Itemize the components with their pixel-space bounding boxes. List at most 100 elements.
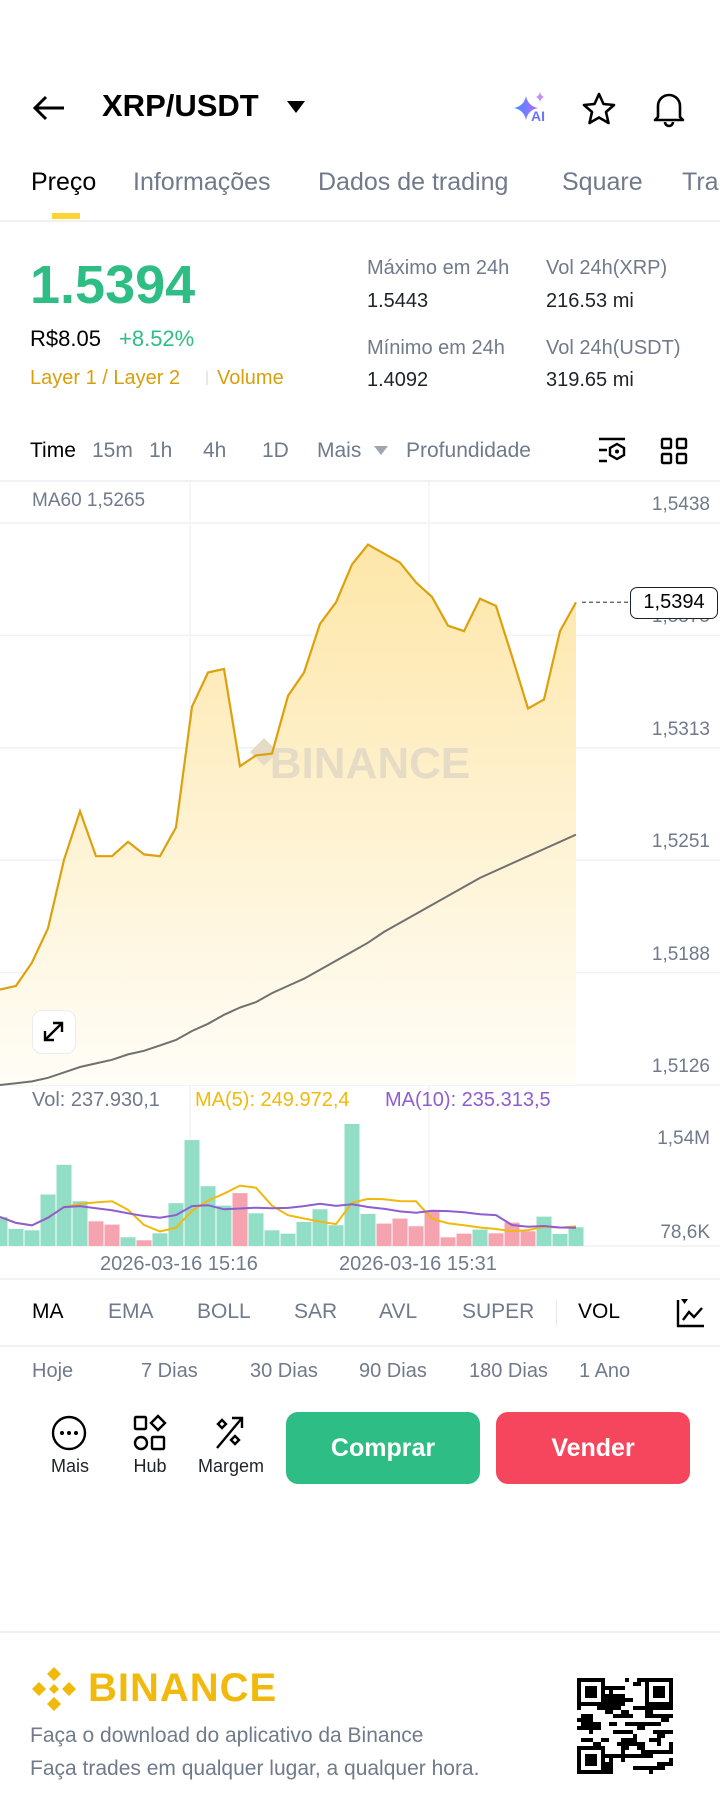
vol-axis-min: 78,6K [660,1222,710,1243]
divider [0,1631,720,1633]
divider [0,1278,720,1280]
volume-bar [536,1216,552,1246]
volume-bar [520,1231,536,1246]
volume-bar [248,1213,264,1246]
volume-bar [456,1233,472,1246]
buy-button[interactable]: Comprar [286,1412,480,1484]
period-today[interactable]: Hoje [32,1360,74,1382]
y-tick: 1,5313 [651,718,710,740]
fiat-price: R$8.05 [30,326,101,351]
divider [0,1345,720,1347]
margin-label[interactable]: Margem [197,1456,264,1476]
binance-logo-icon [32,1667,76,1711]
y-tick: 1,5438 [651,494,710,515]
more-icon[interactable] [51,1415,87,1451]
sell-button[interactable]: Vender [496,1412,690,1484]
star-icon[interactable] [581,91,617,127]
ma5-line [0,1184,577,1233]
indicator-sar[interactable]: SAR [294,1300,338,1323]
volume-bar [328,1225,344,1246]
tab-preco[interactable]: Preço [31,168,97,196]
timeframe-1d[interactable]: 1D [262,439,289,462]
price-line [0,543,577,991]
volume-bar [40,1194,56,1246]
pair-title[interactable]: XRP/USDT [102,88,259,123]
fullscreen-button[interactable] [32,1010,76,1054]
margin-icon[interactable] [214,1414,246,1452]
indicator-separator [556,1300,557,1326]
chart-settings-icon[interactable] [597,437,627,465]
ma10-line [0,1202,577,1229]
divider [0,220,720,222]
indicator-ema[interactable]: EMA [108,1300,154,1323]
indicator-super[interactable]: SUPER [462,1300,535,1323]
last-price: 1.5394 [30,255,196,315]
period-30d[interactable]: 30 Dias [250,1360,318,1382]
more-label[interactable]: Mais [50,1456,89,1476]
vol-axis-max: 1,54M [657,1128,710,1149]
caret-down-icon [374,446,388,455]
bell-icon[interactable] [652,89,686,129]
expand-icon [43,1021,64,1042]
watermark-logo-icon [250,738,278,766]
volume-bar [232,1193,248,1246]
timeframe-time[interactable]: Time [30,439,76,462]
volume-bar [72,1201,88,1246]
volume-bar [440,1237,456,1246]
ma5-legend: MA(5): 249.972,4 [195,1089,350,1111]
vol-legend: Vol: 237.930,1 [32,1089,160,1111]
indicator-ma[interactable]: MA [32,1300,64,1323]
price-area [0,544,576,1085]
tag-layer[interactable]: Layer 1 / Layer 2 [30,367,181,389]
grid-layout-icon[interactable] [660,437,688,465]
ai-sparkle-icon[interactable]: AI [512,92,548,126]
period-1y[interactable]: 1 Ano [579,1360,631,1382]
tag-volume[interactable]: Volume [217,367,284,389]
volume-bar [8,1228,24,1246]
indicator-vol[interactable]: VOL [578,1300,621,1323]
ma10-legend: MA(10): 235.313,5 [385,1089,551,1111]
hub-label[interactable]: Hub [133,1456,167,1476]
tab-square[interactable]: Square [562,168,643,196]
tab-dados-de-trading[interactable]: Dados de trading [318,168,509,196]
timeframe-4h[interactable]: 4h [203,439,227,462]
indicator-avl[interactable]: AVL [379,1300,418,1323]
period-180d[interactable]: 180 Dias [469,1360,548,1382]
indicator-boll[interactable]: BOLL [197,1300,251,1323]
volume-bar [152,1233,168,1246]
volume-bar [136,1240,152,1246]
tab-informacoes[interactable]: Informações [133,168,271,196]
footer-line1: Faça o download do aplicativo da Binance [30,1724,424,1747]
timeframe-15m[interactable]: 15m [92,439,133,462]
volume-bar [360,1213,376,1246]
volume-bar [200,1186,216,1246]
volume-bar [120,1237,136,1246]
stat-value: 216.53 mi [546,290,634,312]
timeframe-depth[interactable]: Profundidade [406,439,531,462]
price-chart[interactable]: BINANCE [0,0,720,1280]
indicator-chart-icon[interactable] [676,1298,704,1328]
back-arrow-icon[interactable] [32,94,66,122]
volume-bar [472,1229,488,1246]
tab-trading[interactable]: Tra [682,168,719,196]
volume-bar [408,1226,424,1246]
period-90d[interactable]: 90 Dias [359,1360,427,1382]
volume-bar [504,1222,520,1246]
volume-bar [568,1227,584,1246]
stat-label: Máximo em 24h [367,257,510,279]
period-7d[interactable]: 7 Dias [141,1360,198,1382]
volume-bar [56,1164,72,1246]
volume-bar [216,1205,232,1246]
x-tick: 2026-03-16 15:16 [100,1253,258,1275]
timeframe-1h[interactable]: 1h [149,439,173,462]
hub-icon[interactable] [133,1414,167,1452]
qr-code [577,1678,673,1774]
volume-bar [552,1233,568,1246]
active-tab-indicator [52,213,80,219]
y-tick: 1,5126 [651,1056,710,1077]
timeframe-more[interactable]: Mais [317,439,362,462]
stat-value: 1.4092 [367,369,429,391]
dropdown-caret-icon[interactable] [287,101,305,113]
volume-bar [168,1203,184,1246]
y-tick: 1,5251 [651,831,710,853]
